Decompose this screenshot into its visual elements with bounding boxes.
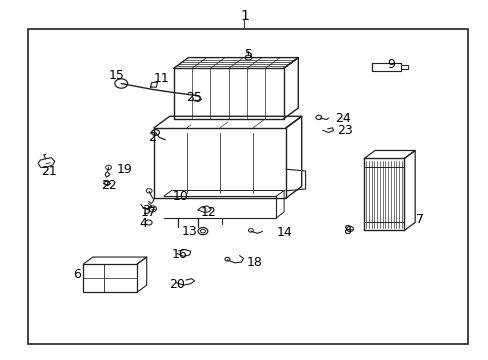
Text: 6: 6 bbox=[73, 268, 81, 281]
Text: 11: 11 bbox=[153, 72, 169, 85]
Text: 15: 15 bbox=[108, 69, 124, 82]
Text: 23: 23 bbox=[337, 124, 352, 137]
Text: 14: 14 bbox=[276, 226, 291, 239]
Text: 12: 12 bbox=[200, 206, 216, 219]
Text: 2: 2 bbox=[147, 131, 155, 144]
Bar bbox=[28, 29, 468, 344]
Text: 20: 20 bbox=[168, 278, 184, 291]
Text: 24: 24 bbox=[334, 112, 350, 125]
Text: 10: 10 bbox=[173, 190, 188, 203]
Text: 21: 21 bbox=[41, 165, 57, 178]
Text: 13: 13 bbox=[182, 225, 197, 238]
Text: 8: 8 bbox=[343, 224, 350, 237]
Text: 1: 1 bbox=[240, 9, 248, 23]
Text: 22: 22 bbox=[101, 179, 117, 192]
Text: 17: 17 bbox=[141, 206, 156, 219]
Text: 19: 19 bbox=[116, 163, 132, 176]
Text: 18: 18 bbox=[246, 256, 262, 269]
Text: 9: 9 bbox=[386, 58, 394, 71]
Text: 16: 16 bbox=[172, 248, 187, 261]
Text: 7: 7 bbox=[415, 213, 423, 226]
Text: 25: 25 bbox=[185, 91, 201, 104]
Text: 5: 5 bbox=[245, 48, 253, 61]
Text: 3: 3 bbox=[142, 204, 149, 217]
Text: 4: 4 bbox=[140, 217, 147, 230]
